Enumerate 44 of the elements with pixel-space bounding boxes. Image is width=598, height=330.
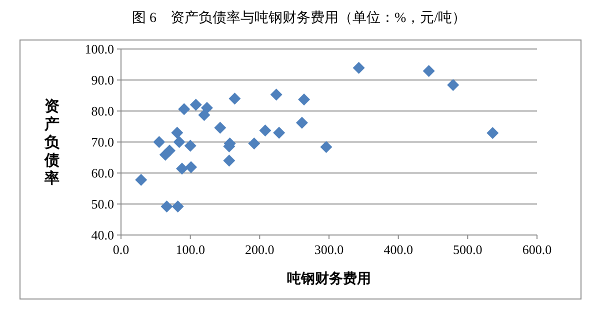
y-tick-label: 70.0 <box>91 134 114 150</box>
x-tick-label: 0.0 <box>112 242 130 257</box>
point <box>176 162 188 175</box>
point <box>223 154 236 167</box>
point <box>173 136 186 148</box>
point <box>486 127 499 140</box>
point <box>248 138 260 150</box>
point <box>184 140 196 152</box>
point <box>298 94 310 106</box>
point <box>185 161 198 174</box>
chart-title: 图 6 资产负债率与吨钢财务费用（单位：%，元/吨） <box>132 10 466 26</box>
y-tick-label: 100.0 <box>84 42 114 56</box>
point <box>164 144 176 157</box>
point <box>172 200 184 212</box>
point <box>259 124 272 137</box>
point <box>447 78 460 91</box>
point <box>135 174 148 186</box>
x-tick-label: 300.0 <box>314 242 344 257</box>
y-tick-label: 80.0 <box>91 104 114 118</box>
point <box>352 62 365 74</box>
point <box>296 116 308 129</box>
point <box>198 109 210 122</box>
x-tick-label: 200.0 <box>245 242 274 257</box>
x-axis-title: 吨钢财务费用 <box>287 271 371 287</box>
point <box>214 122 226 134</box>
point <box>153 136 166 148</box>
x-tick-label: 500.0 <box>453 242 482 257</box>
y-tick-label: 40.0 <box>91 228 114 242</box>
point <box>190 98 202 111</box>
x-tick-label: 400.0 <box>384 242 413 257</box>
y-tick-label: 90.0 <box>91 72 114 88</box>
point <box>273 126 286 139</box>
point <box>320 140 332 153</box>
point <box>171 126 184 139</box>
y-tick-label: 60.0 <box>91 166 114 180</box>
x-tick-label: 600.0 <box>522 242 552 257</box>
y-axis-title: 资产负债率 <box>44 98 60 187</box>
y-tick-label: 50.0 <box>91 196 114 212</box>
point <box>178 103 190 116</box>
point <box>422 65 435 78</box>
point <box>270 88 282 101</box>
point <box>160 200 173 212</box>
point <box>228 92 241 105</box>
x-tick-label: 100.0 <box>176 242 205 257</box>
